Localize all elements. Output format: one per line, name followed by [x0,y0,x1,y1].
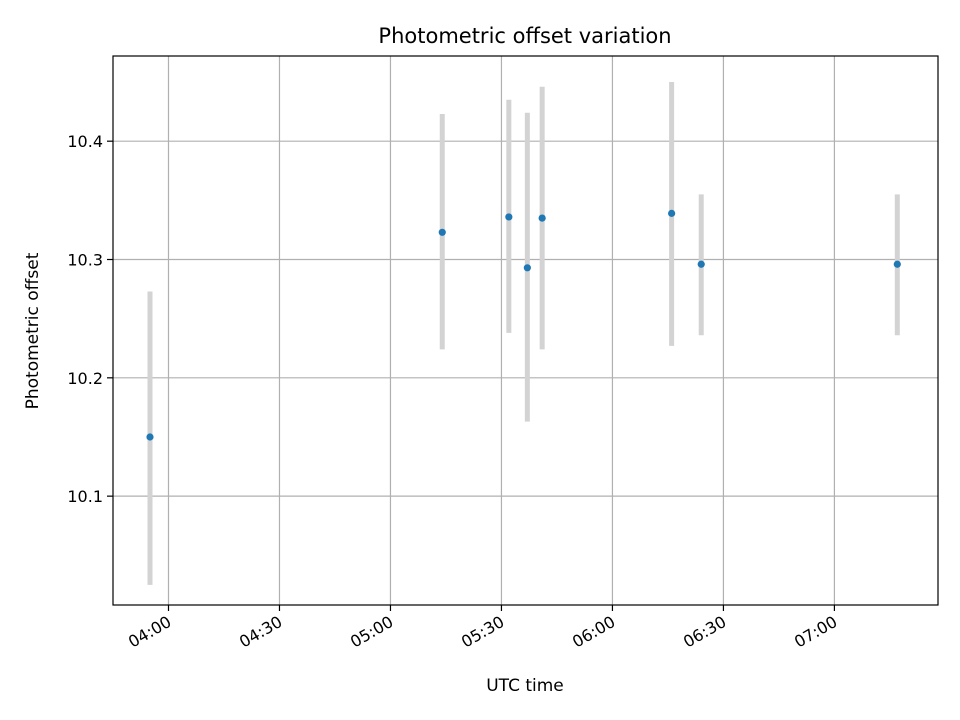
x-axis-label: UTC time [486,676,564,696]
data-point [438,228,446,236]
data-point [668,209,676,217]
y-axis-label: Photometric offset [23,252,43,409]
data-point [523,264,531,272]
chart-title: Photometric offset variation [378,24,671,48]
data-point [538,214,546,222]
data-points [146,209,901,441]
y-tick-label: 10.2 [67,369,103,388]
y-tick-label: 10.1 [67,487,103,506]
plot-frame [112,55,939,606]
data-point [697,260,705,268]
y-tick-label: 10.3 [67,251,103,270]
data-point [505,213,513,221]
y-axis-ticks: 10.1 10.2 10.3 10.4 [67,132,113,506]
data-point [146,433,154,441]
y-tick-label: 10.4 [67,132,103,151]
data-point [893,260,901,268]
